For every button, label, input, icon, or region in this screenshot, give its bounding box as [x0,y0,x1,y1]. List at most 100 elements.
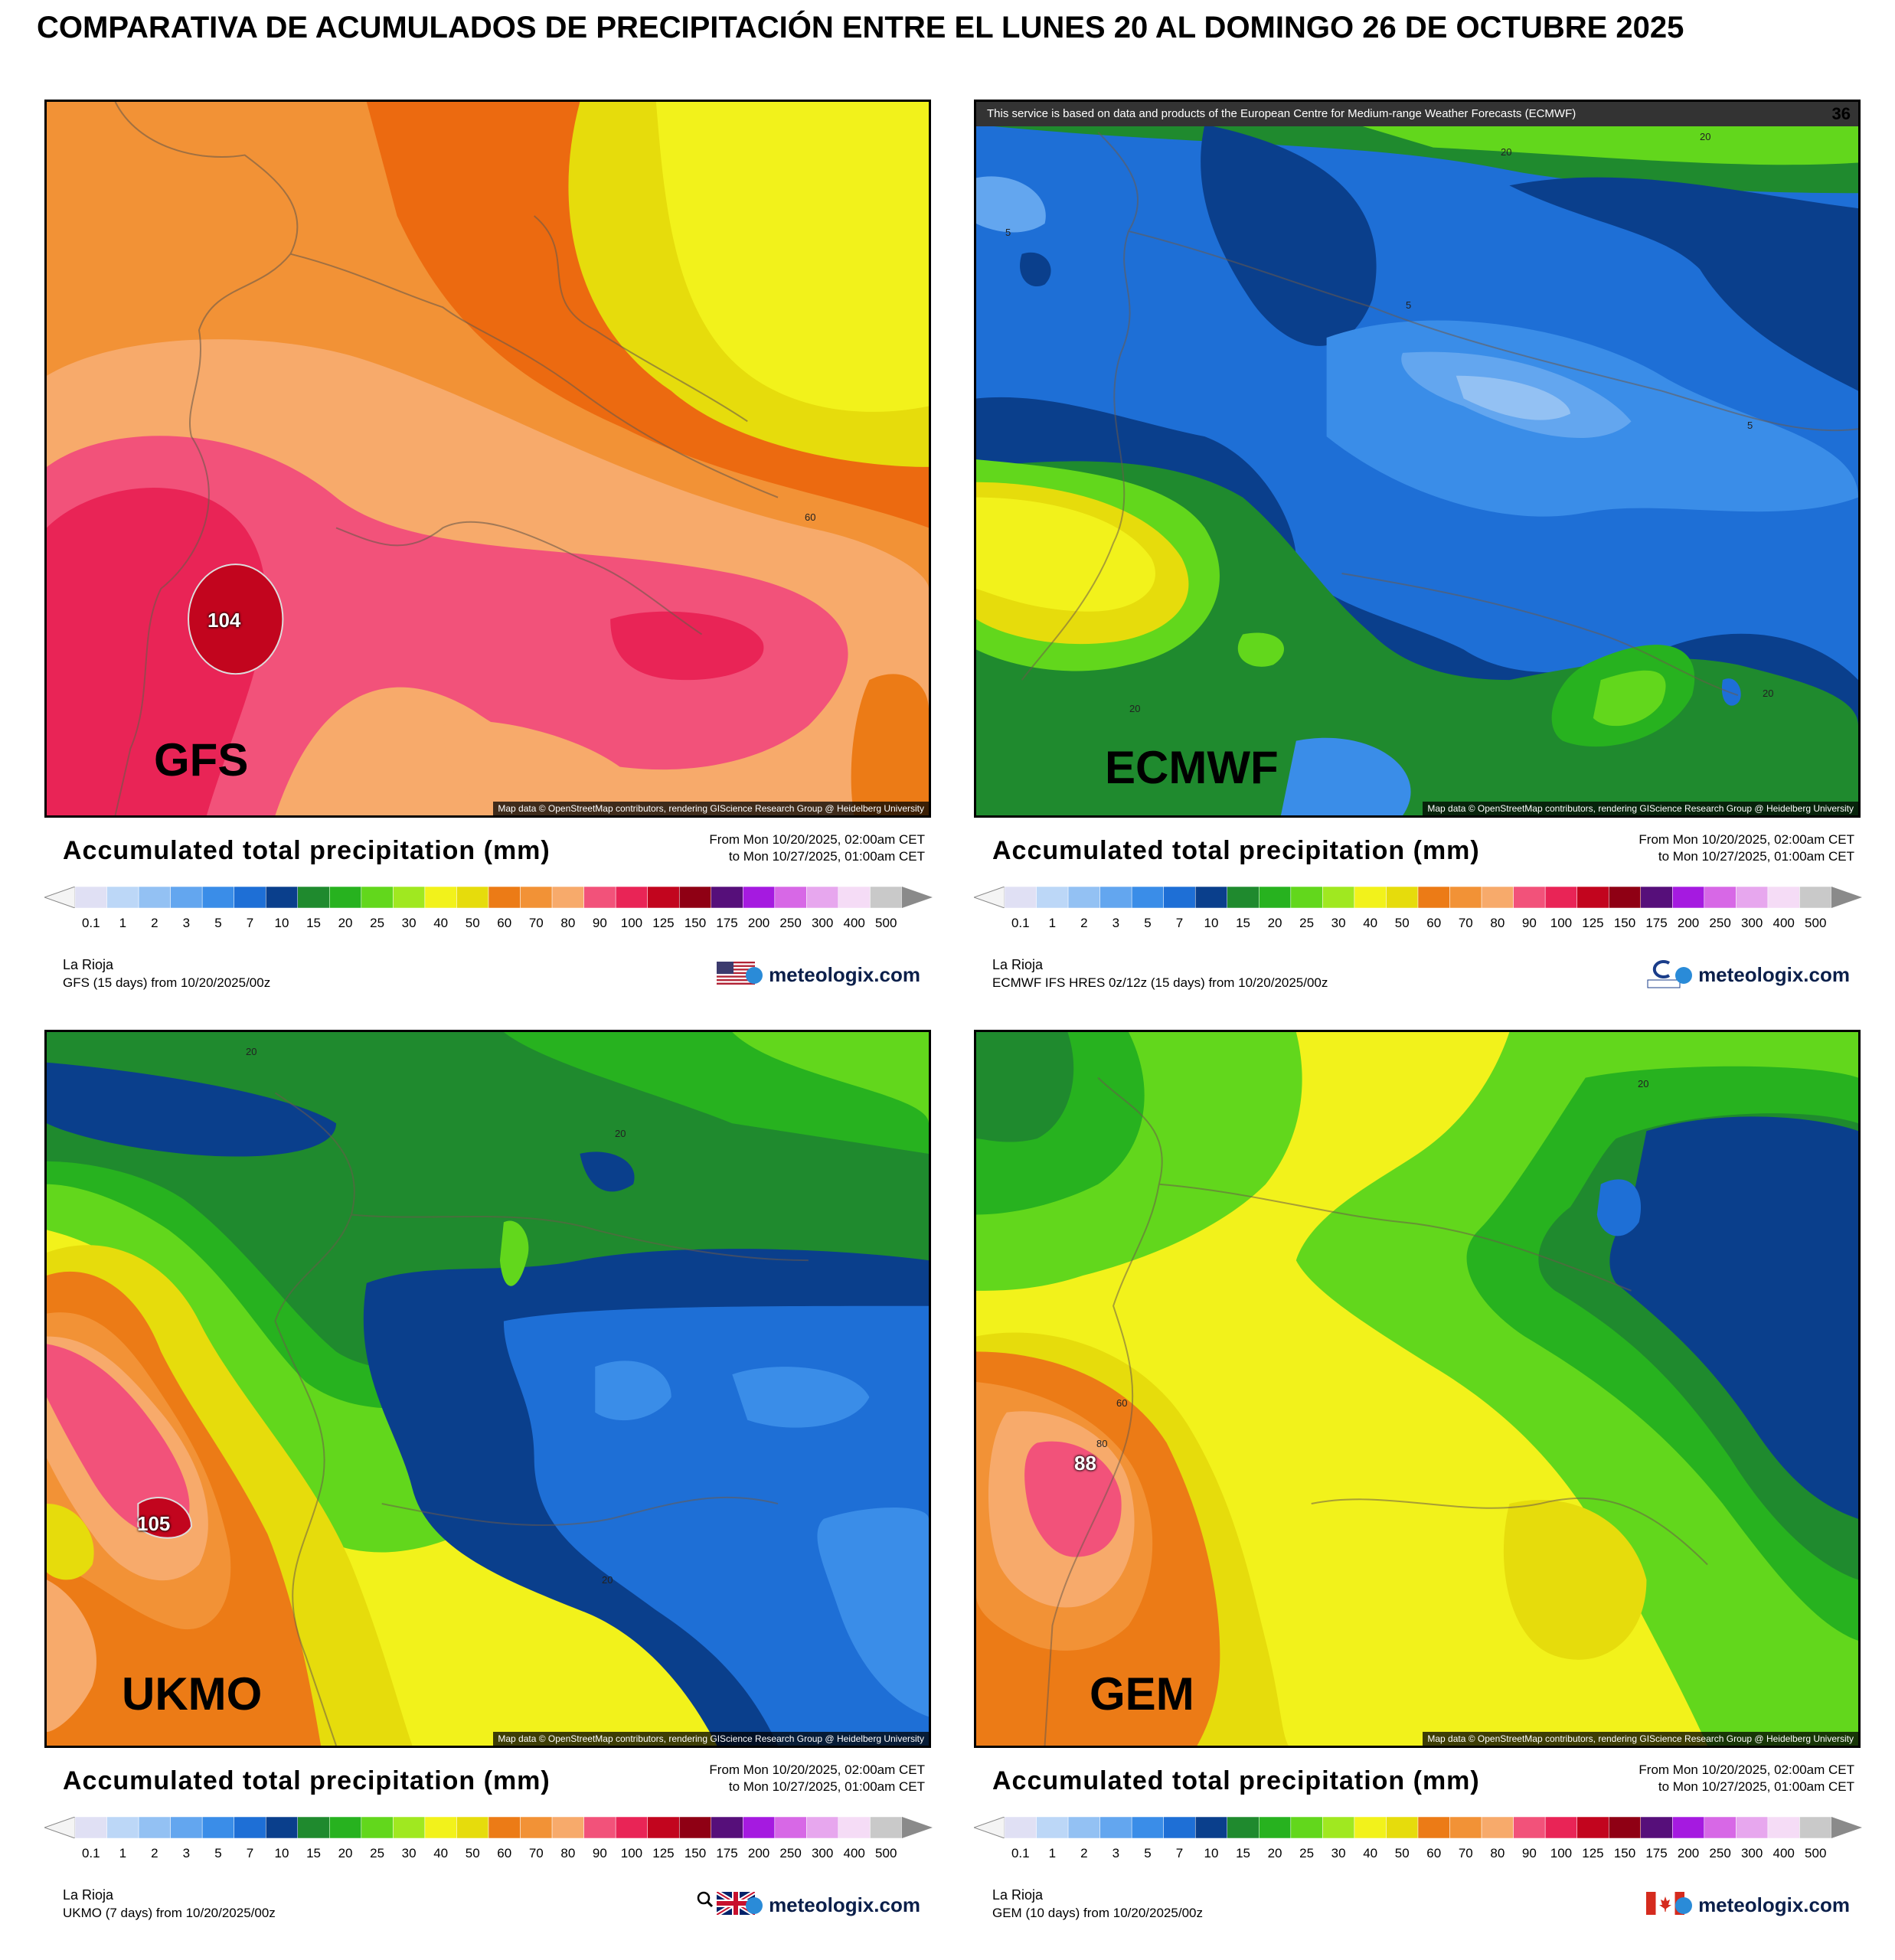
scale-tick-label: 70 [1458,1846,1473,1860]
scale-tick-label: 10 [1204,1846,1219,1860]
brand-logo[interactable]: meteologix.com [1675,963,1850,987]
scale-swatch [551,887,584,908]
legend-title: Accumulated total precipitation (mm) [992,1766,1480,1795]
scale-tick-label: 2 [1080,1846,1088,1860]
map-ukmo[interactable]: 20 20 20 105 UKMO Map data © OpenStreetM… [44,1030,931,1748]
scale-swatch [1322,1817,1355,1838]
legend-gfs: Accumulated total precipitation (mm) Fro… [44,827,933,990]
scale-tick-label: 90 [1521,1846,1537,1860]
scale-tick-label: 90 [592,1846,607,1860]
scale-tick-label: 25 [370,916,385,930]
scale-swatch [647,1817,680,1838]
scale-tick-label: 20 [338,1846,353,1860]
brand-name: meteologix.com [769,1893,920,1916]
scale-swatch [1386,1817,1419,1838]
contour-label: 20 [1501,146,1512,158]
brand-logo[interactable]: meteologix.com [1675,1893,1850,1917]
scale-swatch [1259,887,1292,908]
scale-tick-label: 7 [1175,1846,1184,1860]
scale-swatch [1704,887,1737,908]
scale-swatch [1386,887,1419,908]
scale-tick-label: 25 [1299,916,1315,930]
scale-tick-label: 125 [1582,1846,1604,1860]
contour-label: 20 [615,1128,626,1139]
globe-icon [1675,1896,1693,1914]
contour-label: 80 [1096,1438,1108,1449]
scale-tick-label: 125 [1582,916,1604,930]
scale-swatch [1067,1817,1100,1838]
scale-tick-label: 500 [1805,1846,1827,1860]
scale-swatch [1544,887,1577,908]
scale-swatch [1099,887,1132,908]
scale-swatch [1481,1817,1514,1838]
time-range-to: to Mon 10/27/2025, 01:00am CET [1658,1779,1854,1794]
scale-tick-label: 2 [151,1846,158,1860]
brand-logo[interactable]: meteologix.com [746,963,920,987]
time-range-to: to Mon 10/27/2025, 01:00am CET [1658,849,1854,864]
contour-label: 20 [1638,1078,1649,1089]
scale-tick-label: 400 [1772,1846,1795,1860]
scale-swatch [1036,1817,1069,1838]
scale-tick-label: 0.1 [1011,916,1030,930]
scale-tick-label: 250 [1709,916,1731,930]
scale-swatch [551,1817,584,1838]
contour-label: 5 [1406,299,1412,311]
scale-swatch [711,887,743,908]
scale-tick-label: 20 [1267,916,1282,930]
scale-tick-label: 60 [1426,1846,1442,1860]
scale-swatch [297,887,330,908]
scale-swatch [488,1817,521,1838]
scale-tick-label: 90 [592,916,607,930]
scale-swatch [1640,1817,1673,1838]
scale-swatch [1290,1817,1323,1838]
precip-field-ukmo [47,1032,929,1746]
scale-tick-label: 50 [1394,916,1410,930]
map-attribution[interactable]: Map data © OpenStreetMap contributors, r… [1423,802,1858,815]
scale-swatch [838,887,871,908]
map-gem[interactable]: 20 60 80 88 GEM Map data © OpenStreetMap… [974,1030,1861,1748]
scale-tick-label: 70 [1458,916,1473,930]
scale-tick-label: 60 [497,1846,512,1860]
map-gfs[interactable]: 60 104 GFS Map data © OpenStreetMap cont… [44,100,931,818]
scale-tick-label: 40 [1363,916,1378,930]
scale-tick-label: 5 [1144,916,1152,930]
scale-swatch [297,1817,330,1838]
color-scale-bar [974,1817,1862,1838]
scale-tick-label: 0.1 [1011,1846,1030,1860]
scale-tick-label: 40 [433,916,449,930]
scale-swatch [424,887,457,908]
scale-swatch [1322,887,1355,908]
legend-title: Accumulated total precipitation (mm) [63,836,551,865]
scale-tick-label: 5 [214,916,222,930]
scale-swatch [1227,887,1260,908]
scale-tick-label: 80 [560,916,576,930]
map-attribution[interactable]: Map data © OpenStreetMap contributors, r… [493,1732,929,1746]
scale-tick-label: 500 [875,1846,897,1860]
model-run-info: ECMWF IFS HRES 0z/12z (15 days) from 10/… [992,975,1328,990]
scale-tick-label: 500 [875,916,897,930]
scale-swatch [1576,1817,1609,1838]
scale-swatch [1513,1817,1546,1838]
page-title: COMPARATIVA DE ACUMULADOS DE PRECIPITACI… [37,11,1684,44]
time-range-from: From Mon 10/20/2025, 02:00am CET [709,1762,925,1777]
scale-tick-label: 200 [1677,916,1700,930]
contour-label: 5 [1005,227,1011,238]
color-scale-ticks: 0.1 1 2 3 5 7 10 15 20 25 30 40 50 60 70 80 90 100 125 150 1… [974,1846,1862,1864]
scale-swatch [170,887,203,908]
brand-logo[interactable]: meteologix.com [746,1893,920,1917]
scale-swatch [838,1817,871,1838]
scale-swatch [774,1817,807,1838]
scale-swatch [1799,1817,1832,1838]
scale-swatch [1417,887,1450,908]
scale-tick-label: 1 [1048,916,1057,930]
scale-swatch [1449,887,1482,908]
scale-tick-label: 300 [1740,916,1763,930]
map-ecmwf[interactable]: This service is based on data and produc… [974,100,1861,818]
scale-swatch [1672,1817,1705,1838]
scale-tick-label: 40 [1363,1846,1378,1860]
scale-tick-label: 40 [433,1846,449,1860]
map-attribution[interactable]: Map data © OpenStreetMap contributors, r… [493,802,929,815]
map-attribution[interactable]: Map data © OpenStreetMap contributors, r… [1423,1732,1858,1746]
scale-swatch [1194,887,1228,908]
scale-swatch [201,1817,234,1838]
